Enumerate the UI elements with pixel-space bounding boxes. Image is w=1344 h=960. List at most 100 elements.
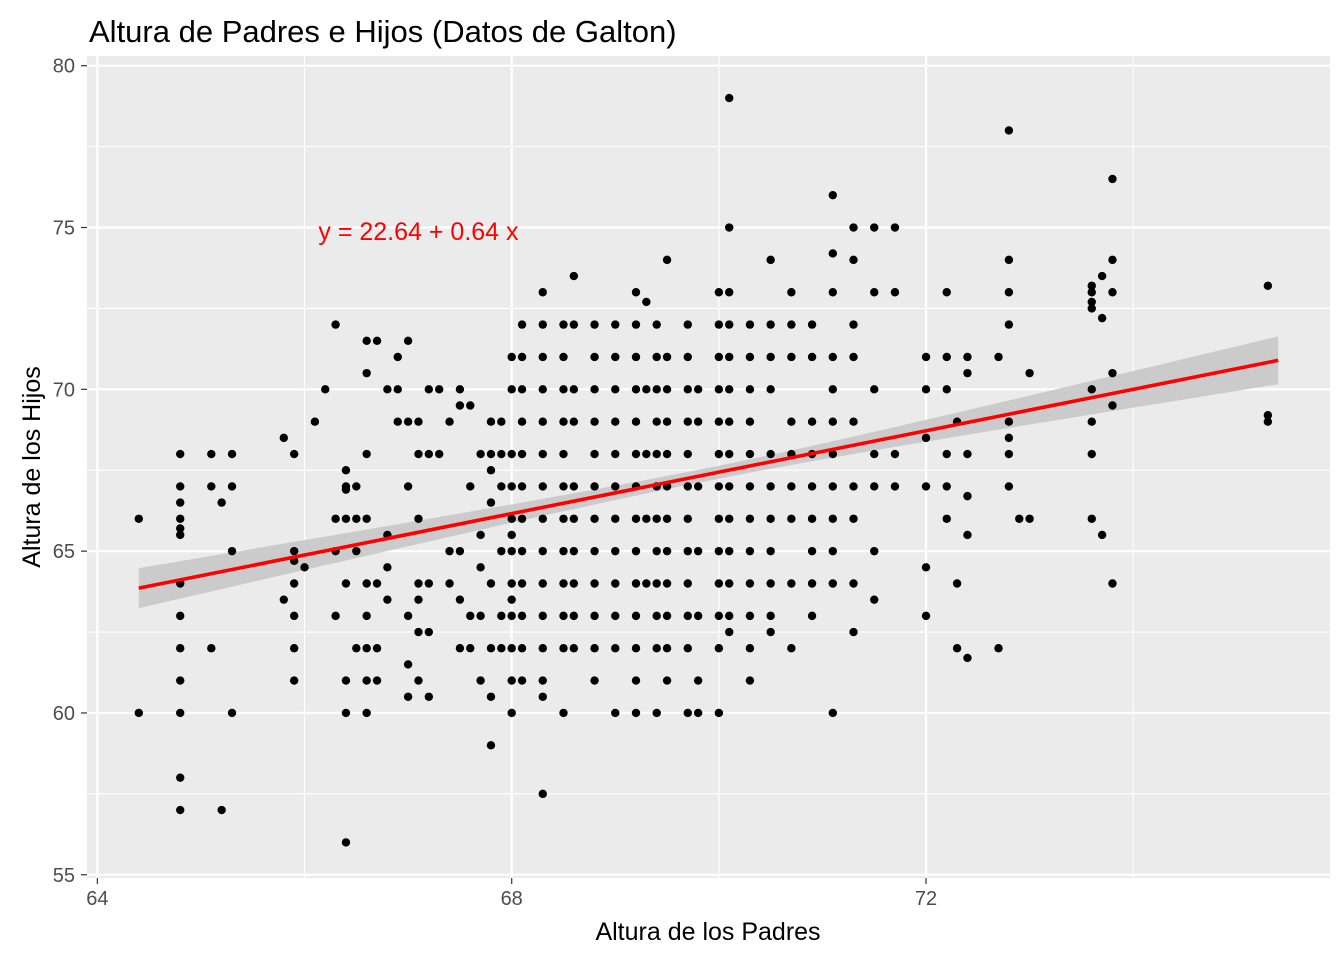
data-point <box>963 653 972 663</box>
data-point <box>362 368 371 378</box>
data-point <box>714 579 724 588</box>
data-point <box>507 644 516 653</box>
data-point <box>631 676 641 685</box>
data-point <box>1097 530 1107 540</box>
data-point <box>787 288 796 297</box>
data-point <box>683 352 692 362</box>
data-point <box>321 385 330 394</box>
data-point <box>870 546 879 556</box>
data-point <box>434 449 444 459</box>
data-point <box>445 546 454 556</box>
data-point <box>631 644 641 653</box>
data-point <box>662 449 672 459</box>
data-point <box>207 482 216 491</box>
data-point <box>134 514 143 523</box>
data-point <box>683 611 692 621</box>
data-point <box>942 385 951 394</box>
data-point <box>590 546 599 556</box>
data-point <box>890 288 900 297</box>
data-point <box>963 491 972 501</box>
data-point <box>476 449 485 459</box>
data-point <box>745 449 755 459</box>
data-point <box>207 449 216 459</box>
data-point <box>662 579 672 588</box>
data-point <box>807 514 817 523</box>
data-point <box>507 611 516 621</box>
data-point <box>714 708 724 718</box>
data-point <box>507 449 516 459</box>
data-point <box>486 498 496 507</box>
data-point <box>1087 304 1096 313</box>
data-point <box>1087 297 1096 307</box>
data-point <box>942 288 951 297</box>
data-point <box>1108 174 1117 184</box>
data-point <box>787 352 796 362</box>
data-point <box>693 546 703 556</box>
data-point <box>352 514 361 523</box>
data-point <box>631 611 641 621</box>
data-point <box>227 546 237 556</box>
data-point <box>497 546 506 556</box>
data-point <box>538 417 547 426</box>
data-point <box>497 417 506 426</box>
data-point <box>662 255 672 265</box>
data-point <box>507 546 516 556</box>
data-point <box>310 417 320 426</box>
data-point <box>745 579 755 588</box>
data-point <box>590 320 599 329</box>
data-point <box>569 611 579 621</box>
data-point <box>828 417 837 426</box>
data-point <box>921 433 931 443</box>
data-point <box>870 449 879 459</box>
data-point <box>725 223 734 232</box>
data-point <box>611 708 620 718</box>
data-point <box>921 611 931 621</box>
data-point <box>538 546 547 556</box>
data-point <box>714 514 724 523</box>
data-point <box>828 514 837 523</box>
data-point <box>662 546 672 556</box>
data-point <box>631 546 641 556</box>
data-point <box>1108 368 1117 378</box>
data-point <box>631 449 641 459</box>
data-point <box>331 514 340 523</box>
data-point <box>1025 514 1034 523</box>
data-point <box>766 611 775 621</box>
data-point <box>766 255 775 265</box>
data-point <box>714 644 724 653</box>
data-point <box>569 320 579 329</box>
data-point <box>445 417 454 426</box>
data-point <box>559 320 568 329</box>
data-point <box>849 320 858 329</box>
data-point <box>393 352 402 362</box>
data-point <box>455 385 465 394</box>
data-point <box>807 417 817 426</box>
data-point <box>289 611 299 621</box>
data-point <box>559 708 568 718</box>
data-point <box>766 546 775 556</box>
data-point <box>683 320 692 329</box>
data-point <box>807 320 817 329</box>
data-point <box>849 255 858 265</box>
data-point <box>383 563 392 572</box>
data-point <box>766 449 775 459</box>
data-point <box>590 579 599 588</box>
data-point <box>341 579 351 588</box>
data-point <box>714 417 724 426</box>
data-point <box>683 449 692 459</box>
data-point <box>652 611 661 621</box>
data-point <box>393 417 402 426</box>
data-point <box>714 449 724 459</box>
data-point <box>331 320 340 329</box>
data-point <box>559 352 568 362</box>
data-point <box>870 288 879 297</box>
data-point <box>176 524 185 533</box>
data-point <box>631 352 641 362</box>
data-point <box>693 676 703 685</box>
data-point <box>1004 255 1014 265</box>
data-point <box>176 805 185 815</box>
data-point <box>631 288 641 297</box>
data-point <box>507 352 516 362</box>
data-point <box>497 644 506 653</box>
data-point <box>693 482 703 491</box>
